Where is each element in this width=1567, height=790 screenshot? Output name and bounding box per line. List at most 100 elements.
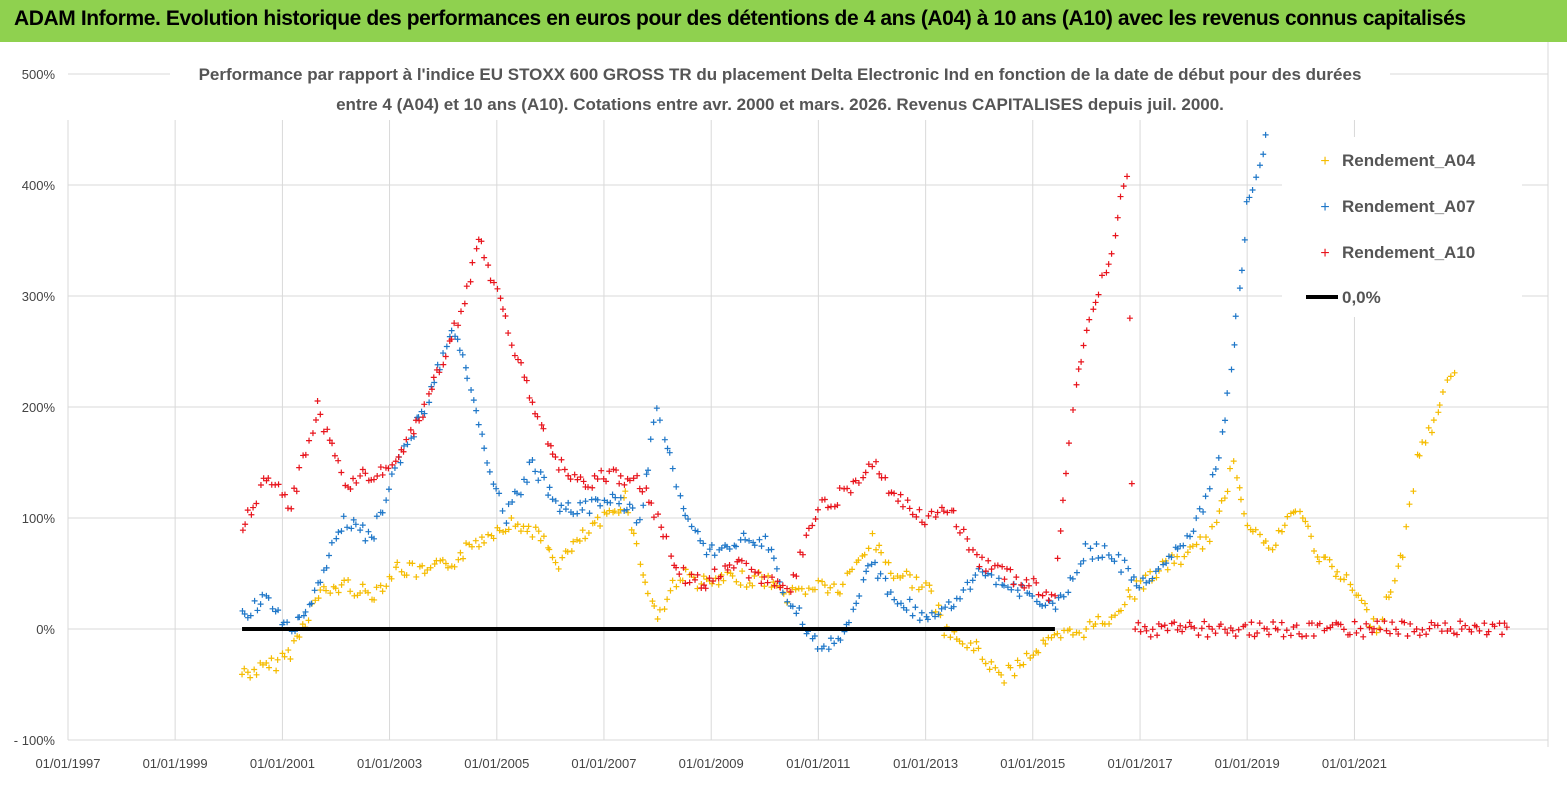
data-point-a07	[582, 498, 589, 505]
data-point-a04	[792, 586, 799, 593]
data-point-a10	[688, 571, 695, 578]
data-point-a07	[700, 540, 707, 547]
data-point-a10	[1048, 591, 1055, 598]
data-point-a10	[885, 490, 892, 497]
data-point-a04	[1011, 672, 1018, 679]
data-point-a10	[1444, 627, 1451, 634]
data-point-a07	[421, 410, 428, 417]
x-tick-label: 01/01/2019	[1215, 756, 1280, 771]
data-point-a04	[1197, 534, 1204, 541]
data-point-a07	[470, 397, 477, 404]
data-point-a07	[579, 506, 586, 513]
data-point-a07	[431, 379, 438, 386]
data-point-a04	[1181, 553, 1188, 560]
data-point-a04	[570, 538, 577, 545]
y-tick-label: 500%	[22, 67, 56, 82]
data-point-a10	[897, 491, 904, 498]
data-point-a10	[1256, 620, 1263, 627]
data-point-a07	[751, 542, 758, 549]
data-point-a10	[1264, 626, 1271, 633]
data-point-a04	[1436, 402, 1443, 409]
data-point-a10	[335, 457, 342, 464]
data-point-a04	[625, 509, 632, 516]
data-point-a10	[706, 575, 713, 582]
data-point-a07	[837, 637, 844, 644]
data-point-a10	[312, 417, 319, 424]
data-point-a07	[350, 516, 357, 523]
x-tick-label: 01/01/2017	[1108, 756, 1173, 771]
data-point-a10	[1374, 618, 1381, 625]
data-point-a10	[1188, 623, 1195, 630]
data-point-a04	[630, 530, 637, 537]
data-point-a07	[597, 502, 604, 509]
legend-label-a04: Rendement_A04	[1342, 151, 1476, 170]
data-point-a07	[711, 552, 718, 559]
data-point-a07	[621, 507, 628, 514]
data-point-a07	[1105, 552, 1112, 559]
data-point-a10	[616, 480, 623, 487]
data-point-a04	[1444, 377, 1451, 384]
data-point-a07	[1033, 598, 1040, 605]
data-point-a04	[1328, 563, 1335, 570]
data-point-a07	[1118, 569, 1125, 576]
data-point-a07	[864, 562, 871, 569]
data-point-a10	[650, 514, 657, 521]
data-point-a07	[459, 351, 466, 358]
data-point-a04	[915, 586, 922, 593]
data-point-a04	[615, 509, 622, 516]
data-point-a10	[1419, 626, 1426, 633]
data-point-a04	[1406, 501, 1413, 508]
data-point-a10	[682, 580, 689, 587]
data-point-a04	[463, 540, 470, 547]
data-point-a10	[1457, 618, 1464, 625]
data-point-a04	[899, 572, 906, 579]
data-point-a07	[1052, 606, 1059, 613]
y-axis-ticks: 500% 400% 300% 200% 100% 0% - 100%	[14, 67, 56, 748]
data-point-a10	[617, 472, 624, 479]
data-point-a04	[1189, 543, 1196, 550]
data-point-a04	[323, 587, 330, 594]
data-point-a10	[1128, 480, 1135, 487]
data-point-a07	[1095, 555, 1102, 561]
data-point-a10	[591, 472, 598, 479]
data-point-a07	[517, 491, 524, 498]
data-point-a07	[746, 537, 753, 544]
data-point-a04	[347, 588, 354, 595]
data-point-a04	[836, 590, 843, 597]
data-point-a04	[703, 576, 710, 583]
data-point-a04	[1007, 664, 1014, 671]
data-point-a10	[309, 430, 316, 437]
data-point-a10	[1191, 625, 1198, 632]
data-point-a10	[787, 588, 794, 595]
data-point-a10	[421, 401, 428, 408]
data-point-a07	[1228, 366, 1235, 373]
data-point-a07	[887, 589, 894, 596]
data-point-a04	[475, 543, 482, 550]
legend-label-a07: Rendement_A07	[1342, 197, 1475, 216]
data-point-a04	[552, 559, 559, 566]
data-point-a10	[1147, 633, 1154, 640]
data-point-a10	[904, 497, 911, 504]
data-point-a10	[717, 573, 724, 580]
data-point-a10	[317, 411, 324, 418]
data-point-a07	[365, 528, 372, 535]
data-point-a07	[546, 484, 553, 491]
data-point-a10	[526, 394, 533, 401]
x-tick-label: 01/01/2003	[357, 756, 422, 771]
data-point-a04	[869, 530, 876, 537]
data-point-a07	[1014, 587, 1021, 594]
data-point-a10	[882, 474, 889, 481]
data-point-a10	[1174, 626, 1181, 633]
data-point-a10	[865, 461, 872, 468]
data-point-a07	[916, 617, 923, 624]
data-point-a10	[1235, 626, 1242, 633]
page-title: ADAM Informe. Evolution historique des p…	[14, 7, 1466, 30]
data-point-a07	[308, 600, 315, 607]
legend-marker-a04: +	[1320, 153, 1329, 170]
data-point-a10	[639, 488, 646, 495]
data-point-a10	[1126, 315, 1133, 322]
data-point-a10	[743, 560, 750, 567]
data-point-a04	[640, 571, 647, 578]
data-point-a10	[577, 474, 584, 481]
data-point-a10	[1217, 621, 1224, 628]
